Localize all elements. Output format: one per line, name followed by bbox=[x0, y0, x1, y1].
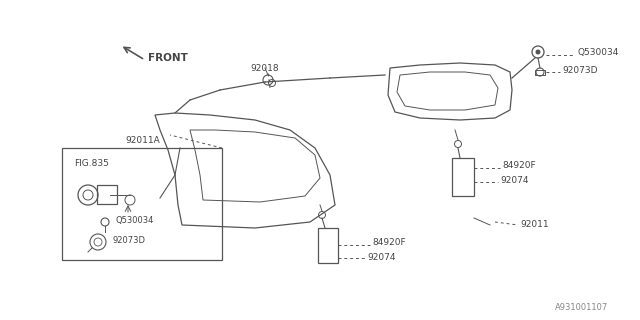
Text: FIG.835: FIG.835 bbox=[74, 158, 109, 167]
Bar bbox=[97, 185, 117, 204]
Text: 84920F: 84920F bbox=[502, 161, 536, 170]
Text: Q530034: Q530034 bbox=[577, 47, 618, 57]
Text: 92073D: 92073D bbox=[112, 236, 145, 244]
Bar bbox=[318, 228, 338, 263]
Text: Q530034: Q530034 bbox=[115, 215, 154, 225]
Text: 92011: 92011 bbox=[520, 220, 548, 228]
Text: 92074: 92074 bbox=[367, 252, 396, 261]
Bar bbox=[535, 70, 545, 75]
Text: 84920F: 84920F bbox=[372, 237, 406, 246]
Bar bbox=[62, 148, 222, 260]
Text: FRONT: FRONT bbox=[148, 53, 188, 63]
Text: 92018: 92018 bbox=[250, 63, 278, 73]
Bar bbox=[452, 158, 474, 196]
Text: 92074: 92074 bbox=[500, 175, 529, 185]
Text: A931001107: A931001107 bbox=[555, 303, 608, 313]
Text: 92011A: 92011A bbox=[125, 135, 160, 145]
Circle shape bbox=[536, 50, 541, 54]
Text: 92073D: 92073D bbox=[562, 66, 598, 75]
